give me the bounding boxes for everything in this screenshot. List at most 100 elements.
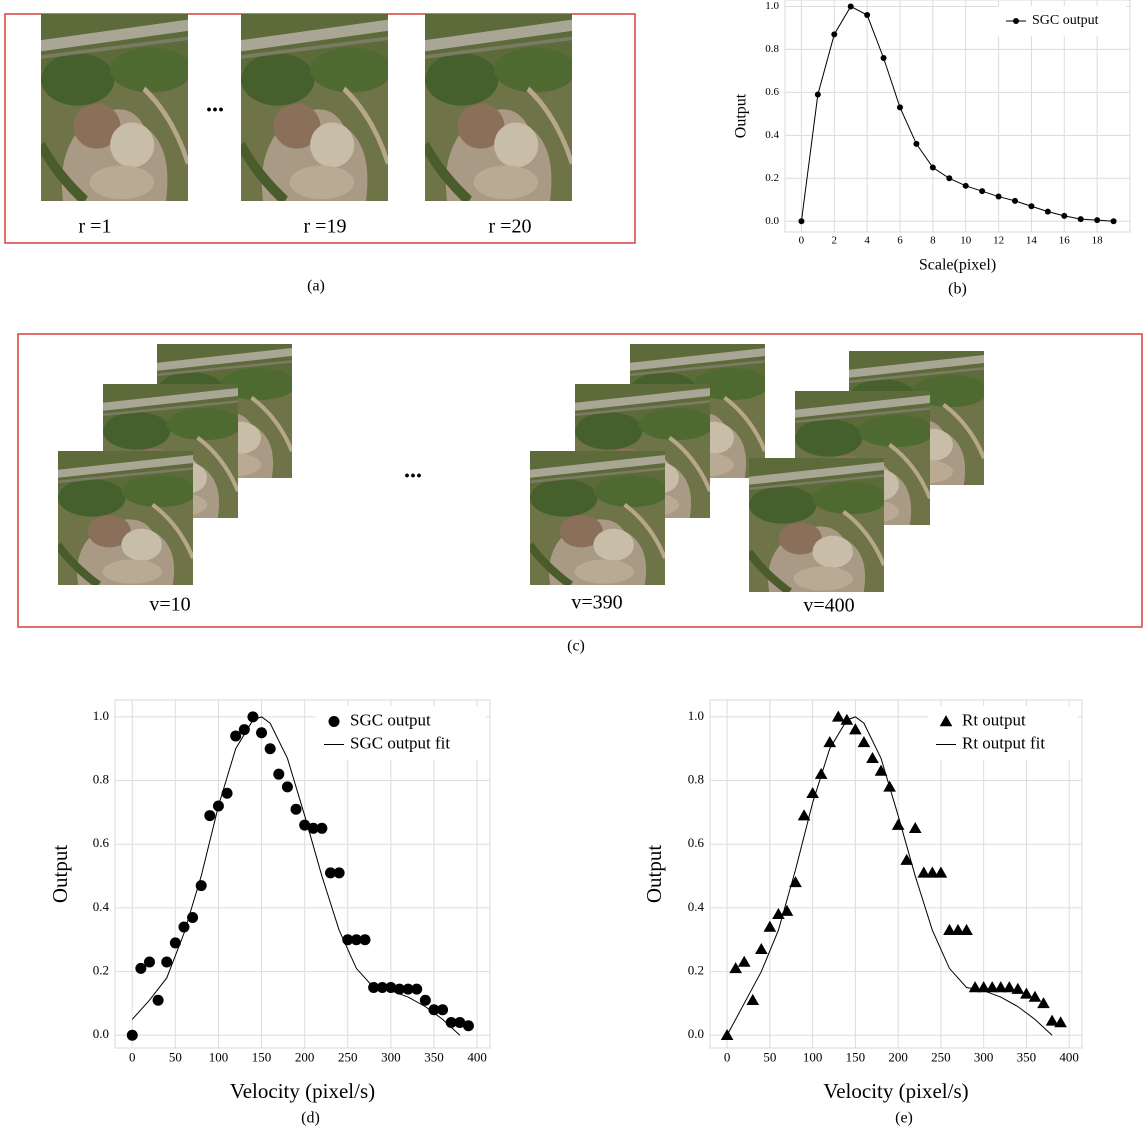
y-tick-label: 0.2 — [765, 172, 779, 184]
x-axis-label: Scale(pixel) — [919, 257, 996, 274]
triangle-marker — [1028, 990, 1042, 1002]
circle-marker — [1094, 217, 1101, 224]
stack-label: v=10 — [149, 594, 190, 616]
y-tick-label: 0.0 — [688, 1026, 704, 1041]
x-tick-label: 6 — [897, 234, 903, 246]
triangle-marker — [1037, 997, 1050, 1009]
x-tick-label: 250 — [338, 1049, 358, 1064]
triangle-marker — [849, 723, 862, 735]
circle-marker — [393, 983, 405, 995]
legend-label: SGC output fit — [350, 733, 450, 752]
ellipsis: ... — [404, 458, 422, 484]
x-tick-label: 400 — [1059, 1049, 1079, 1064]
y-tick-label: 0.8 — [688, 772, 704, 787]
circle-marker — [221, 787, 233, 799]
circle-marker — [178, 921, 190, 933]
triangle-marker — [797, 809, 811, 821]
circle-marker — [946, 175, 953, 182]
x-tick-label: 18 — [1092, 234, 1104, 246]
circle-marker — [350, 934, 362, 946]
series-line — [131, 716, 461, 1036]
triangle-marker — [754, 942, 768, 955]
y-tick-label: 0.4 — [93, 899, 110, 914]
circle-marker — [152, 994, 164, 1006]
circle-marker — [135, 962, 147, 974]
triangle-marker — [737, 955, 751, 967]
triangle-marker — [891, 818, 905, 830]
plot-frame — [784, 0, 1131, 233]
triangle-marker — [789, 876, 802, 888]
circle-marker — [316, 822, 328, 834]
legend-label: Rt output fit — [962, 733, 1045, 752]
circle-marker — [814, 91, 821, 98]
triangle-marker — [908, 821, 922, 834]
y-tick-label: 0.6 — [93, 835, 110, 850]
triangle-marker — [939, 715, 953, 727]
circle-marker — [273, 768, 285, 780]
aerial-image — [41, 14, 192, 201]
y-tick-label: 0.4 — [688, 899, 705, 914]
circle-marker — [454, 1017, 466, 1029]
circle-marker — [428, 1004, 440, 1016]
x-tick-label: 12 — [993, 234, 1004, 246]
circle-marker — [1028, 203, 1035, 210]
legend-label: Rt output — [962, 710, 1026, 729]
legend-box — [928, 706, 1078, 760]
x-tick-label: 350 — [424, 1049, 444, 1064]
circle-marker — [143, 956, 155, 968]
triangle-marker — [977, 981, 990, 993]
circle-marker — [161, 956, 173, 968]
triangle-marker — [729, 962, 742, 974]
triangle-marker — [772, 907, 785, 920]
circle-marker — [880, 55, 887, 61]
triangle-marker — [926, 866, 939, 878]
triangle-marker — [806, 786, 819, 799]
y-axis-label: Output — [48, 845, 72, 904]
circle-marker — [264, 743, 276, 755]
triangle-marker — [960, 923, 973, 935]
circle-marker — [333, 867, 345, 879]
circle-marker — [1077, 216, 1084, 223]
stack-label: v=400 — [803, 595, 854, 617]
triangle-marker — [1045, 1014, 1059, 1026]
x-tick-label: 100 — [209, 1049, 229, 1064]
x-tick-label: 16 — [1059, 234, 1071, 246]
circle-marker — [1110, 218, 1117, 225]
x-tick-label: 400 — [467, 1049, 487, 1064]
circle-marker — [256, 727, 268, 739]
panel-frame — [17, 333, 1143, 628]
y-tick-label: 0.2 — [688, 963, 704, 978]
circle-marker — [230, 730, 242, 742]
triangle-marker — [943, 923, 956, 935]
circle-marker — [847, 3, 854, 10]
circle-marker — [995, 193, 1002, 200]
triangle-marker — [917, 866, 931, 878]
y-axis-label: Output — [733, 93, 750, 138]
y-tick-label: 0.0 — [765, 215, 779, 227]
x-tick-label: 8 — [930, 234, 936, 246]
y-tick-label: 0.0 — [93, 1026, 109, 1041]
y-tick-label: 0.6 — [765, 86, 779, 98]
caption: (c) — [567, 638, 585, 655]
triangle-marker — [985, 981, 999, 993]
image-label: r =1 — [79, 216, 112, 238]
triangle-marker — [1020, 987, 1033, 999]
circle-marker — [195, 880, 207, 892]
x-tick-label: 100 — [803, 1049, 823, 1064]
triangle-marker — [840, 713, 854, 725]
triangle-marker — [814, 767, 828, 779]
circle-marker — [204, 810, 216, 822]
x-tick-label: 2 — [832, 234, 838, 246]
circle-marker — [299, 819, 311, 831]
x-tick-label: 300 — [381, 1049, 401, 1064]
circle-marker — [798, 218, 805, 225]
circle-marker — [169, 937, 181, 949]
x-tick-label: 14 — [1026, 234, 1038, 246]
circle-marker — [929, 164, 936, 171]
y-tick-label: 0.2 — [93, 963, 109, 978]
circle-marker — [897, 104, 903, 111]
y-tick-label: 0.6 — [688, 835, 705, 850]
aerial-image — [530, 451, 669, 585]
circle-marker — [281, 781, 293, 793]
legend-label: SGC output — [1032, 13, 1099, 28]
